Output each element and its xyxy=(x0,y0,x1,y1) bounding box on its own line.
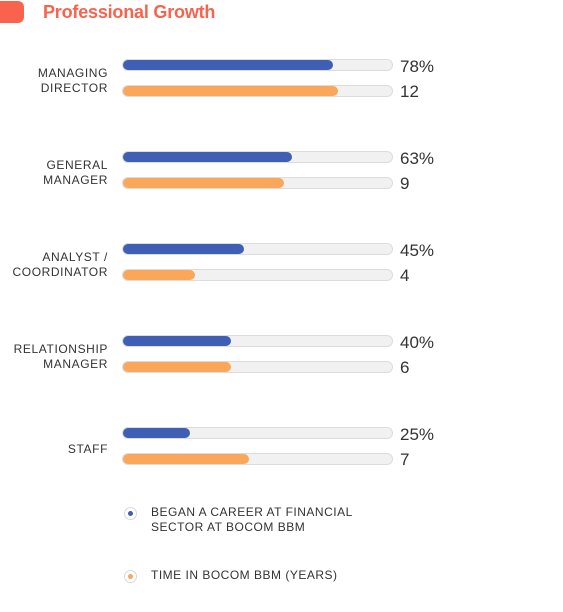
header-accent-square xyxy=(0,1,24,23)
bar-track xyxy=(122,361,393,373)
legend-label: BEGAN A CAREER AT FINANCIAL SECTOR AT BOC… xyxy=(151,505,353,535)
chart-row: MANAGING DIRECTOR 78% 12 xyxy=(0,57,563,103)
category-label: RELATIONSHIP MANAGER xyxy=(0,335,108,379)
bar-track xyxy=(122,269,393,281)
value-label: 45% xyxy=(400,241,435,260)
bar-track xyxy=(122,427,393,439)
legend-label-line: TIME IN BOCOM BBM (YEARS) xyxy=(151,568,338,582)
category-label-line: GENERAL xyxy=(46,158,108,172)
bar-track xyxy=(122,151,393,163)
bar-track xyxy=(122,177,393,189)
legend-dot-icon xyxy=(124,570,137,583)
bar-track xyxy=(122,335,393,347)
bar-career-start xyxy=(123,152,292,162)
category-label: ANALYST / COORDINATOR xyxy=(0,243,108,287)
value-label: 9 xyxy=(400,174,410,193)
chart-row: GENERAL MANAGER 63% 9 xyxy=(0,149,563,195)
legend-dot-icon xyxy=(124,507,137,520)
chart-row: ANALYST / COORDINATOR 45% 4 xyxy=(0,241,563,287)
bar-years xyxy=(123,362,231,372)
bar-career-start xyxy=(123,60,333,70)
category-label: MANAGING DIRECTOR xyxy=(0,59,108,103)
category-label-line: STAFF xyxy=(67,441,108,456)
bar-career-start xyxy=(123,428,190,438)
value-label: 63% xyxy=(400,149,435,168)
value-label: 78% xyxy=(400,57,435,76)
bar-years xyxy=(123,178,284,188)
chart-row: STAFF 25% 7 xyxy=(0,425,563,471)
bar-career-start xyxy=(123,244,244,254)
bar-track xyxy=(122,85,393,97)
bar-years xyxy=(123,86,338,96)
bar-track xyxy=(122,243,393,255)
value-label: 25% xyxy=(400,425,435,444)
category-label: STAFF xyxy=(0,427,108,471)
bar-track xyxy=(122,59,393,71)
legend-label: TIME IN BOCOM BBM (YEARS) xyxy=(151,568,338,583)
category-label-line: RELATIONSHIP xyxy=(13,342,108,356)
category-label-line: COORDINATOR xyxy=(12,265,108,279)
chart-row: RELATIONSHIP MANAGER 40% 6 xyxy=(0,333,563,379)
category-label-line: MANAGING xyxy=(37,66,108,80)
chart-title: Professional Growth xyxy=(43,2,216,22)
bar-years xyxy=(123,270,195,280)
value-label: 12 xyxy=(400,82,419,101)
value-label: 40% xyxy=(400,333,435,352)
legend-label-line: SECTOR AT BOCOM BBM xyxy=(151,520,306,534)
value-label: 7 xyxy=(400,450,410,469)
category-label-line: MANAGER xyxy=(43,357,108,371)
legend-label-line: BEGAN A CAREER AT FINANCIAL xyxy=(151,505,353,519)
category-label-line: MANAGER xyxy=(43,173,108,187)
value-label: 4 xyxy=(400,266,410,285)
category-label: GENERAL MANAGER xyxy=(0,151,108,195)
bar-career-start xyxy=(123,336,231,346)
chart-header: Professional Growth xyxy=(0,0,563,28)
bar-years xyxy=(123,454,249,464)
category-label-line: ANALYST / xyxy=(42,250,108,264)
category-label-line: DIRECTOR xyxy=(40,81,108,95)
value-label: 6 xyxy=(400,358,410,377)
bar-track xyxy=(122,453,393,465)
